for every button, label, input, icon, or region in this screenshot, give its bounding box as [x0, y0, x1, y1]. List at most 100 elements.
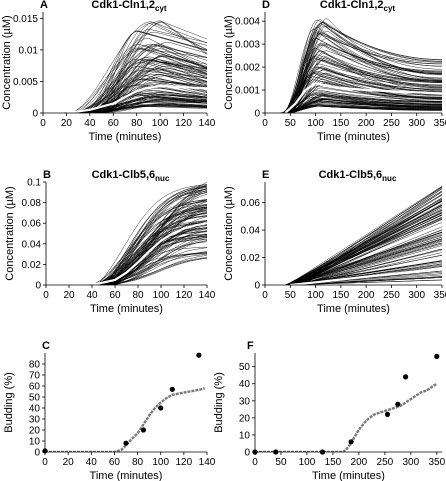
ensemble-curve: [89, 204, 207, 285]
y-tick-label: 0.003: [235, 40, 260, 51]
x-tick-label: 80: [131, 118, 143, 129]
x-tick-label: 40: [86, 457, 98, 468]
ensemble-curve: [280, 67, 442, 113]
x-tick-label: 200: [358, 290, 375, 301]
panel-letter: C: [42, 340, 50, 352]
y-tick-label: 30: [239, 396, 251, 407]
x-tick-label: 300: [402, 457, 419, 468]
ensemble-curve: [285, 201, 442, 285]
ensemble-curve: [285, 243, 442, 285]
ensemble-curve: [280, 19, 442, 113]
ensemble-curve: [89, 216, 207, 285]
y-tick-label: 0: [244, 448, 250, 459]
y-tick-label: 0.04: [22, 239, 42, 250]
y-tick-label: 0.02: [241, 253, 261, 264]
ensemble-curve: [64, 78, 207, 113]
y-tick-label: 0: [32, 109, 38, 120]
ensemble-curve: [285, 232, 442, 285]
y-tick-label: 0.06: [241, 198, 261, 209]
x-axis-label: Time (minutes): [90, 470, 163, 481]
ensemble-curve: [89, 233, 207, 285]
ensemble-curve: [64, 28, 207, 113]
budding-data-point: [384, 411, 391, 417]
ensemble-curve: [64, 64, 207, 113]
y-tick-label: 0.01: [19, 45, 39, 56]
ensemble-curve: [64, 68, 207, 113]
y-tick-label: 0.002: [235, 63, 260, 74]
highlight-curve: [91, 222, 207, 285]
ensemble-curve: [64, 22, 207, 113]
plot-area: [45, 387, 206, 452]
ensemble-curve: [280, 33, 442, 113]
y-tick-label: 30: [29, 415, 41, 426]
y-axis-label: Concentration (µM): [1, 15, 13, 109]
y-axis-label: Concentration (µM): [4, 186, 16, 280]
x-tick-label: 100: [152, 457, 169, 468]
x-tick-label: 100: [299, 457, 316, 468]
x-tick-label: 120: [175, 118, 192, 129]
x-tick-label: 40: [86, 290, 98, 301]
ensemble-curve: [280, 60, 442, 113]
ensemble-curve: [285, 186, 442, 285]
ensemble-curve: [280, 47, 442, 113]
x-tick-label: 50: [285, 290, 297, 301]
y-tick-label: 0: [34, 448, 40, 459]
x-tick-label: 0: [262, 118, 268, 129]
ensemble-curve: [64, 31, 207, 113]
x-tick-label: 250: [383, 118, 400, 129]
y-axis-label: Concentration (µM): [223, 15, 235, 109]
panel-letter: F: [247, 340, 254, 352]
ensemble-curve: [89, 206, 207, 285]
ensemble-curve: [285, 279, 442, 285]
ensemble-curve: [64, 106, 207, 113]
budding-data-point: [196, 352, 202, 358]
ensemble-curve: [285, 216, 442, 285]
ensemble-curve: [285, 205, 442, 285]
y-tick-label: 20: [239, 413, 251, 424]
x-tick-label: 200: [351, 457, 368, 468]
x-tick-label: 250: [383, 290, 400, 301]
x-tick-label: 150: [333, 290, 350, 301]
ensemble-curve: [280, 25, 442, 113]
ensemble-curve: [280, 80, 442, 113]
x-tick-label: 300: [408, 118, 425, 129]
plot-area: [255, 382, 438, 452]
panel-letter: A: [40, 0, 48, 11]
x-tick-label: 250: [377, 457, 394, 468]
ensemble-curve: [64, 48, 207, 113]
y-tick-label: 0: [35, 281, 41, 292]
budding-data-point: [169, 386, 175, 392]
panel-letter: B: [43, 169, 51, 181]
x-tick-label: 0: [262, 290, 268, 301]
y-tick-label: 20: [29, 426, 41, 437]
budding-data-point: [434, 353, 440, 359]
x-tick-label: 50: [285, 118, 297, 129]
ensemble-curve: [89, 201, 207, 285]
y-tick-label: 80: [29, 360, 41, 371]
ensemble-curve: [64, 23, 207, 113]
x-tick-label: 0: [40, 118, 46, 129]
y-tick-label: 10: [239, 430, 251, 441]
x-tick-label: 150: [333, 118, 350, 129]
ensemble-curve: [89, 184, 207, 285]
x-tick-label: 60: [108, 118, 120, 129]
y-tick-label: 50: [239, 362, 251, 373]
ensemble-curve: [280, 19, 442, 113]
y-tick-label: 0.08: [22, 198, 42, 209]
ensemble-curve: [89, 188, 207, 285]
ensemble-curve: [89, 253, 207, 285]
x-tick-label: 140: [199, 290, 216, 301]
panel-title: Cdk1-Cln1,2cyt: [320, 0, 395, 13]
y-axis-label: Concentration (µM): [223, 186, 235, 280]
ensemble-curve: [89, 251, 207, 285]
x-tick-label: 60: [109, 457, 121, 468]
ensemble-curve: [64, 43, 207, 113]
ensemble-curve: [285, 186, 442, 285]
ensemble-curve: [64, 21, 207, 113]
budding-data-point: [395, 401, 401, 407]
ensemble-curve: [280, 50, 442, 113]
y-tick-label: 60: [29, 382, 41, 393]
y-tick-label: 0: [254, 281, 260, 292]
ensemble-curve: [64, 57, 207, 113]
